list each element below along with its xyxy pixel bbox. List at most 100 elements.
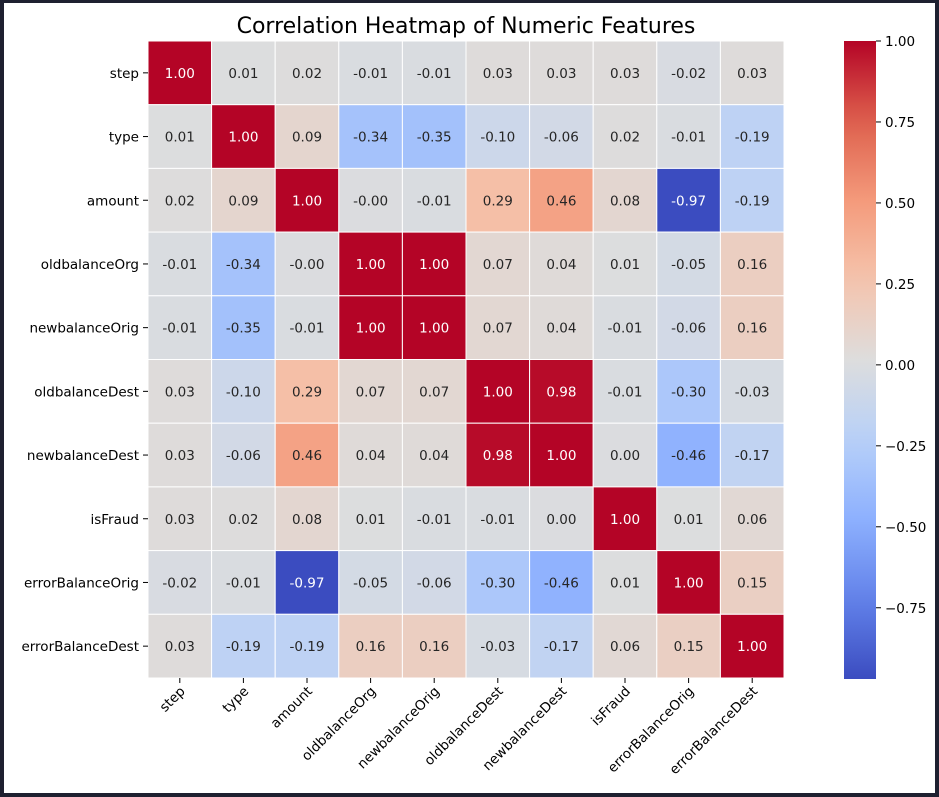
cell-oldbalanceOrg-isFraud (592, 231, 658, 297)
cell-value-amount-isFraud: 0.08 (610, 193, 640, 209)
cell-errorBalanceOrig-isFraud (592, 550, 658, 615)
cell-value-amount-amount: 1.00 (292, 193, 322, 209)
cell-value-errorBalanceOrig-errorBalanceOrig: 1.00 (674, 575, 704, 591)
cell-value-oldbalanceOrg-oldbalanceDest: 0.07 (483, 257, 513, 273)
cell-errorBalanceDest-step (147, 613, 213, 679)
cell-value-step-oldbalanceOrg: -0.01 (353, 66, 388, 82)
cell-value-errorBalanceOrig-oldbalanceOrg: -0.05 (353, 575, 388, 591)
cell-value-type-oldbalanceOrg: -0.34 (353, 130, 388, 146)
cell-value-errorBalanceOrig-newbalanceOrig: -0.06 (417, 575, 452, 591)
cell-newbalanceOrig-newbalanceDest (529, 295, 594, 360)
cell-value-step-step: 1.00 (165, 66, 195, 82)
cell-isFraud-amount (274, 486, 340, 552)
cell-amount-isFraud (592, 167, 658, 233)
cell-isFraud-newbalanceDest (529, 486, 594, 552)
cell-step-type (211, 40, 276, 106)
cell-errorBalanceOrig-amount (274, 550, 340, 615)
y-label-oldbalanceOrg: oldbalanceOrg (41, 257, 139, 273)
cell-value-newbalanceOrig-oldbalanceOrg: 1.00 (356, 321, 386, 337)
cell-value-errorBalanceDest-newbalanceOrig: 0.16 (419, 639, 449, 655)
cell-newbalanceDest-isFraud (592, 422, 658, 488)
cell-value-step-type: 0.01 (228, 66, 258, 82)
cell-value-isFraud-step: 0.03 (165, 512, 195, 528)
cell-type-errorBalanceOrig (656, 104, 721, 169)
cell-value-amount-newbalanceDest: 0.46 (546, 193, 576, 209)
cell-value-newbalanceDest-oldbalanceDest: 0.98 (483, 448, 513, 464)
cell-value-oldbalanceDest-newbalanceOrig: 0.07 (419, 384, 449, 400)
cell-newbalanceOrig-type (211, 295, 276, 360)
cell-oldbalanceDest-step (147, 359, 213, 424)
cell-value-type-newbalanceDest: -0.06 (544, 130, 579, 146)
cell-value-newbalanceOrig-amount: -0.01 (290, 321, 325, 337)
cell-isFraud-oldbalanceOrg (338, 486, 403, 552)
cell-oldbalanceDest-newbalanceOrig (401, 359, 467, 424)
cell-value-newbalanceDest-type: -0.06 (226, 448, 261, 464)
cell-value-newbalanceDest-newbalanceOrig: 0.04 (419, 448, 449, 464)
cell-value-oldbalanceOrg-errorBalanceOrig: -0.05 (671, 257, 706, 273)
cell-step-isFraud (592, 40, 658, 106)
cell-value-oldbalanceDest-isFraud: -0.01 (608, 384, 643, 400)
y-label-step: step (110, 66, 139, 82)
cell-isFraud-oldbalanceDest (465, 486, 531, 552)
cell-type-oldbalanceDest (465, 104, 531, 169)
cell-value-step-newbalanceDest: 0.03 (546, 66, 576, 82)
cell-value-errorBalanceOrig-type: -0.01 (226, 575, 261, 591)
cell-value-type-amount: 0.09 (292, 130, 322, 146)
y-label-type: type (109, 130, 139, 146)
cell-type-newbalanceDest (529, 104, 594, 169)
colorbar-tick-label: 0.75 (885, 115, 915, 131)
cell-value-errorBalanceOrig-isFraud: 0.01 (610, 575, 640, 591)
cell-value-oldbalanceDest-errorBalanceOrig: -0.30 (671, 384, 706, 400)
cell-value-oldbalanceOrg-newbalanceOrig: 1.00 (419, 257, 449, 273)
cell-value-oldbalanceDest-step: 0.03 (165, 384, 195, 400)
x-label-step: step (157, 684, 189, 716)
cell-value-newbalanceOrig-oldbalanceDest: 0.07 (483, 321, 513, 337)
cell-oldbalanceDest-amount (274, 359, 340, 424)
cell-errorBalanceDest-isFraud (592, 613, 658, 679)
cell-amount-errorBalanceOrig (656, 167, 721, 233)
cell-amount-step (147, 167, 213, 233)
cell-value-newbalanceOrig-step: -0.01 (162, 321, 197, 337)
cell-value-oldbalanceDest-oldbalanceDest: 1.00 (483, 384, 513, 400)
cell-value-errorBalanceDest-newbalanceDest: -0.17 (544, 639, 579, 655)
cell-value-newbalanceDest-step: 0.03 (165, 448, 195, 464)
cell-newbalanceOrig-newbalanceOrig (401, 295, 467, 360)
cell-type-type (211, 104, 276, 169)
cell-newbalanceOrig-errorBalanceDest (719, 295, 785, 360)
cell-newbalanceOrig-amount (274, 295, 340, 360)
cell-amount-type (211, 167, 276, 233)
cell-oldbalanceOrg-step (147, 231, 213, 297)
cell-value-isFraud-errorBalanceDest: 0.06 (737, 512, 767, 528)
cell-value-isFraud-oldbalanceDest: -0.01 (480, 512, 515, 528)
cell-value-type-step: 0.01 (165, 130, 195, 146)
cell-value-newbalanceOrig-errorBalanceDest: 0.16 (737, 321, 767, 337)
cell-value-newbalanceDest-errorBalanceOrig: -0.46 (671, 448, 706, 464)
cell-value-oldbalanceOrg-amount: -0.00 (290, 257, 325, 273)
cell-isFraud-type (211, 486, 276, 552)
chart-title: Correlation Heatmap of Numeric Features (237, 14, 696, 39)
cell-value-type-oldbalanceDest: -0.10 (480, 130, 515, 146)
cell-value-newbalanceDest-isFraud: 0.00 (610, 448, 640, 464)
cell-newbalanceOrig-isFraud (592, 295, 658, 360)
cell-value-errorBalanceDest-errorBalanceOrig: 0.15 (674, 639, 704, 655)
cell-errorBalanceDest-errorBalanceOrig (656, 613, 721, 679)
cell-type-oldbalanceOrg (338, 104, 403, 169)
y-label-amount: amount (87, 193, 139, 209)
cell-amount-errorBalanceDest (719, 167, 785, 233)
heatmap-cells: 1.00 0.01 0.02 -0.01 -0.01 0.03 0.03 0.03 -0.02 0… (147, 40, 785, 679)
cell-value-errorBalanceOrig-newbalanceDest: -0.46 (544, 575, 579, 591)
cell-errorBalanceDest-oldbalanceDest (465, 613, 531, 679)
cell-value-oldbalanceDest-type: -0.10 (226, 384, 261, 400)
cell-step-oldbalanceOrg (338, 40, 403, 106)
cell-value-step-isFraud: 0.03 (610, 66, 640, 82)
cell-value-errorBalanceOrig-errorBalanceDest: 0.15 (737, 575, 767, 591)
cell-value-errorBalanceDest-amount: -0.19 (290, 639, 325, 655)
cell-oldbalanceOrg-newbalanceDest (529, 231, 594, 297)
cell-value-isFraud-newbalanceOrig: -0.01 (417, 512, 452, 528)
cell-value-newbalanceDest-newbalanceDest: 1.00 (546, 448, 576, 464)
cell-value-amount-errorBalanceOrig: -0.97 (671, 193, 706, 209)
cell-value-isFraud-newbalanceDest: 0.00 (546, 512, 576, 528)
correlation-heatmap: Correlation Heatmap of Numeric Features … (21, 14, 926, 778)
colorbar-tick-label: −0.50 (885, 520, 926, 536)
cell-value-type-isFraud: 0.02 (610, 130, 640, 146)
